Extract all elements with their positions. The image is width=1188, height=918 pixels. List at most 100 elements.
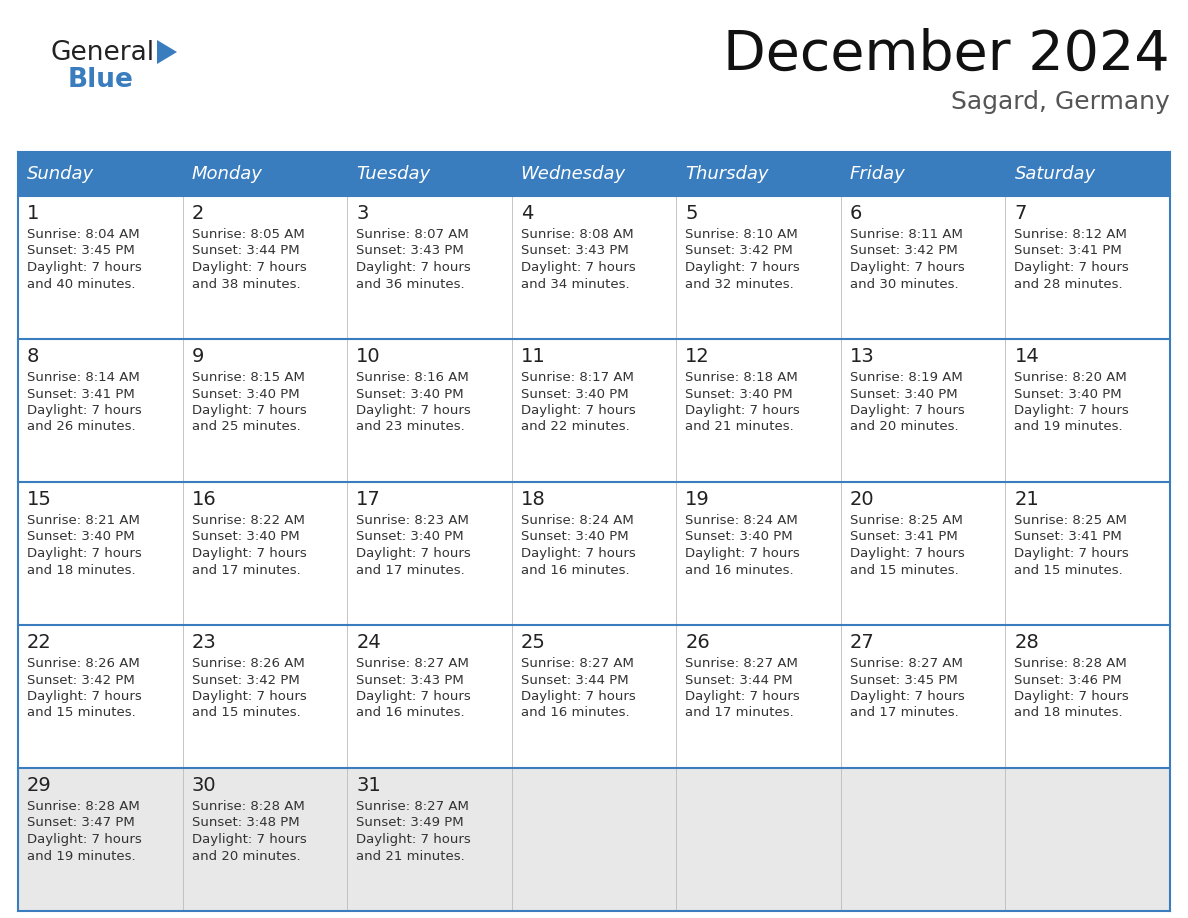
Text: Sunrise: 8:24 AM: Sunrise: 8:24 AM [520, 514, 633, 527]
Text: 13: 13 [849, 347, 874, 366]
Text: and 16 minutes.: and 16 minutes. [520, 564, 630, 577]
Text: 3: 3 [356, 204, 368, 223]
Text: Sunrise: 8:24 AM: Sunrise: 8:24 AM [685, 514, 798, 527]
Text: Sunrise: 8:25 AM: Sunrise: 8:25 AM [849, 514, 962, 527]
Bar [18, 339, 1170, 482]
Text: Daylight: 7 hours: Daylight: 7 hours [849, 261, 965, 274]
Text: 19: 19 [685, 490, 710, 509]
Text: Sunset: 3:41 PM: Sunset: 3:41 PM [849, 531, 958, 543]
Text: Sunset: 3:40 PM: Sunset: 3:40 PM [356, 387, 463, 400]
Text: Sunset: 3:40 PM: Sunset: 3:40 PM [520, 387, 628, 400]
Text: Sunset: 3:42 PM: Sunset: 3:42 PM [685, 244, 794, 258]
Text: Sunset: 3:40 PM: Sunset: 3:40 PM [849, 387, 958, 400]
Text: Daylight: 7 hours: Daylight: 7 hours [191, 833, 307, 846]
Text: Daylight: 7 hours: Daylight: 7 hours [191, 261, 307, 274]
Text: Daylight: 7 hours: Daylight: 7 hours [1015, 404, 1129, 417]
Text: and 19 minutes.: and 19 minutes. [27, 849, 135, 863]
Text: Daylight: 7 hours: Daylight: 7 hours [520, 690, 636, 703]
Text: 24: 24 [356, 633, 381, 652]
Text: and 36 minutes.: and 36 minutes. [356, 277, 465, 290]
Bar [18, 196, 1170, 339]
Text: and 17 minutes.: and 17 minutes. [191, 564, 301, 577]
Text: Sunrise: 8:08 AM: Sunrise: 8:08 AM [520, 228, 633, 241]
Text: Daylight: 7 hours: Daylight: 7 hours [685, 261, 800, 274]
Text: 4: 4 [520, 204, 533, 223]
Text: Daylight: 7 hours: Daylight: 7 hours [356, 261, 470, 274]
Bar [183, 152, 347, 196]
Text: Sunset: 3:42 PM: Sunset: 3:42 PM [849, 244, 958, 258]
Text: and 20 minutes.: and 20 minutes. [849, 420, 959, 433]
Bar [1005, 152, 1170, 196]
Text: Sunrise: 8:22 AM: Sunrise: 8:22 AM [191, 514, 304, 527]
Text: Sunset: 3:40 PM: Sunset: 3:40 PM [685, 531, 792, 543]
Text: Tuesday: Tuesday [356, 165, 430, 183]
Text: and 16 minutes.: and 16 minutes. [356, 707, 465, 720]
Text: #222222: #222222 [50, 41, 56, 42]
Text: Sunset: 3:40 PM: Sunset: 3:40 PM [191, 387, 299, 400]
Text: Sunrise: 8:26 AM: Sunrise: 8:26 AM [191, 657, 304, 670]
Text: Sunrise: 8:28 AM: Sunrise: 8:28 AM [191, 800, 304, 813]
Text: Sunrise: 8:27 AM: Sunrise: 8:27 AM [356, 657, 469, 670]
Text: Sunset: 3:44 PM: Sunset: 3:44 PM [520, 674, 628, 687]
Text: Sagard, Germany: Sagard, Germany [952, 90, 1170, 114]
Text: 18: 18 [520, 490, 545, 509]
Text: Sunrise: 8:20 AM: Sunrise: 8:20 AM [1015, 371, 1127, 384]
Bar [18, 152, 183, 196]
Text: Sunrise: 8:19 AM: Sunrise: 8:19 AM [849, 371, 962, 384]
Text: Thursday: Thursday [685, 165, 769, 183]
Text: 21: 21 [1015, 490, 1040, 509]
Text: Sunset: 3:45 PM: Sunset: 3:45 PM [27, 244, 134, 258]
Text: Daylight: 7 hours: Daylight: 7 hours [27, 261, 141, 274]
Text: Daylight: 7 hours: Daylight: 7 hours [849, 690, 965, 703]
Text: and 15 minutes.: and 15 minutes. [849, 564, 959, 577]
Text: Sunrise: 8:28 AM: Sunrise: 8:28 AM [1015, 657, 1127, 670]
Bar [347, 152, 512, 196]
Text: Sunset: 3:40 PM: Sunset: 3:40 PM [1015, 387, 1121, 400]
Text: Sunset: 3:40 PM: Sunset: 3:40 PM [191, 531, 299, 543]
Text: General: General [50, 40, 154, 66]
Text: Sunrise: 8:21 AM: Sunrise: 8:21 AM [27, 514, 140, 527]
Bar [18, 482, 1170, 625]
Text: Daylight: 7 hours: Daylight: 7 hours [520, 404, 636, 417]
Text: Sunset: 3:47 PM: Sunset: 3:47 PM [27, 816, 134, 830]
Text: Sunrise: 8:27 AM: Sunrise: 8:27 AM [685, 657, 798, 670]
Text: Sunrise: 8:28 AM: Sunrise: 8:28 AM [27, 800, 140, 813]
Text: December 2024: December 2024 [723, 28, 1170, 82]
Text: and 30 minutes.: and 30 minutes. [849, 277, 959, 290]
Text: Sunrise: 8:25 AM: Sunrise: 8:25 AM [1015, 514, 1127, 527]
Text: 25: 25 [520, 633, 545, 652]
Text: 9: 9 [191, 347, 204, 366]
Text: Sunrise: 8:26 AM: Sunrise: 8:26 AM [27, 657, 140, 670]
Text: and 22 minutes.: and 22 minutes. [520, 420, 630, 433]
Text: and 18 minutes.: and 18 minutes. [1015, 707, 1123, 720]
Text: Sunset: 3:43 PM: Sunset: 3:43 PM [520, 244, 628, 258]
Text: Sunrise: 8:18 AM: Sunrise: 8:18 AM [685, 371, 798, 384]
Text: Sunset: 3:44 PM: Sunset: 3:44 PM [685, 674, 792, 687]
Text: Daylight: 7 hours: Daylight: 7 hours [27, 690, 141, 703]
Text: Sunrise: 8:11 AM: Sunrise: 8:11 AM [849, 228, 962, 241]
Text: Daylight: 7 hours: Daylight: 7 hours [1015, 690, 1129, 703]
Text: Daylight: 7 hours: Daylight: 7 hours [1015, 547, 1129, 560]
Text: Wednesday: Wednesday [520, 165, 626, 183]
Text: Daylight: 7 hours: Daylight: 7 hours [1015, 261, 1129, 274]
Text: and 19 minutes.: and 19 minutes. [1015, 420, 1123, 433]
Text: Daylight: 7 hours: Daylight: 7 hours [356, 833, 470, 846]
Text: Sunset: 3:45 PM: Sunset: 3:45 PM [849, 674, 958, 687]
Text: Sunrise: 8:23 AM: Sunrise: 8:23 AM [356, 514, 469, 527]
Bar [512, 152, 676, 196]
Bar [676, 152, 841, 196]
Text: and 25 minutes.: and 25 minutes. [191, 420, 301, 433]
Text: Daylight: 7 hours: Daylight: 7 hours [685, 547, 800, 560]
Text: 31: 31 [356, 776, 381, 795]
Text: Blue: Blue [68, 67, 134, 93]
Text: 7: 7 [1015, 204, 1026, 223]
Text: Daylight: 7 hours: Daylight: 7 hours [191, 690, 307, 703]
Text: Sunset: 3:46 PM: Sunset: 3:46 PM [1015, 674, 1121, 687]
Text: Sunset: 3:41 PM: Sunset: 3:41 PM [27, 387, 134, 400]
Text: Sunrise: 8:12 AM: Sunrise: 8:12 AM [1015, 228, 1127, 241]
Text: Sunday: Sunday [27, 165, 94, 183]
Text: Friday: Friday [849, 165, 905, 183]
Text: 22: 22 [27, 633, 52, 652]
Text: 27: 27 [849, 633, 874, 652]
Text: Sunset: 3:43 PM: Sunset: 3:43 PM [356, 244, 463, 258]
